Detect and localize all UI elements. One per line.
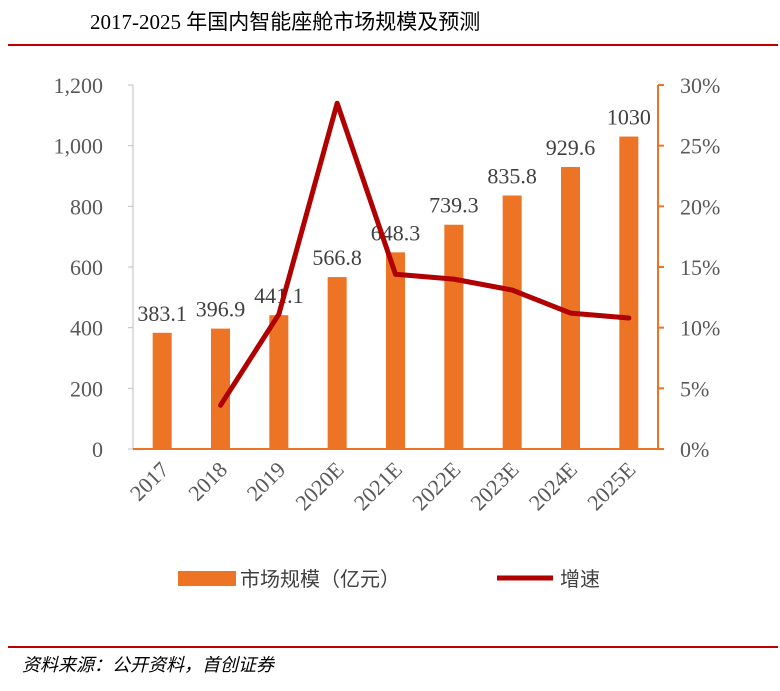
bar-value-label-2018: 396.9 — [196, 297, 246, 322]
y-tick-label-right: 10% — [680, 316, 720, 341]
bar-2020E — [327, 277, 347, 449]
source-note: 资料来源：公开资料，首创证券 — [22, 655, 274, 676]
y-tick-label-left: 1,200 — [54, 73, 104, 98]
bar-value-label-2022E: 739.3 — [429, 193, 479, 218]
legend-label-bar: 市场规模（亿元） — [240, 567, 400, 591]
bar-2025E — [619, 136, 639, 450]
bottom-rule — [8, 646, 778, 648]
bar-2023E — [502, 195, 522, 449]
x-tick-label-2024E: 2024E — [524, 457, 582, 515]
bar-value-label-2020E: 566.8 — [312, 245, 362, 270]
y-tick-label-right: 0% — [680, 437, 709, 462]
x-tick-label-2023E: 2023E — [465, 457, 523, 515]
bar-2019 — [269, 315, 289, 449]
y-tick-label-right: 20% — [680, 194, 720, 219]
legend-swatch-bar — [178, 571, 236, 586]
top-rule — [8, 44, 778, 46]
y-tick-label-right: 15% — [680, 255, 720, 280]
bar-value-label-2024E: 929.6 — [546, 135, 596, 160]
y-tick-label-right: 25% — [680, 134, 720, 159]
x-tick-label-2021E: 2021E — [349, 457, 407, 515]
chart-title: 2017-2025 年国内智能座舱市场规模及预测 — [90, 10, 481, 34]
bar-value-label-2023E: 835.8 — [487, 163, 537, 188]
y-tick-label-left: 800 — [70, 194, 103, 219]
bar-value-label-2019: 441.1 — [254, 283, 304, 308]
x-tick-label-2017: 2017 — [125, 457, 174, 506]
bar-2017 — [152, 332, 172, 449]
y-tick-label-left: 0 — [92, 437, 103, 462]
y-tick-label-left: 200 — [70, 376, 103, 401]
x-tick-label-2020E: 2020E — [290, 457, 348, 515]
bar-2021E — [386, 252, 405, 449]
x-tick-label-2018: 2018 — [183, 457, 232, 506]
bar-value-label-2017: 383.1 — [137, 301, 187, 326]
bar-2018 — [211, 328, 230, 449]
y-tick-label-left: 400 — [70, 316, 103, 341]
y-tick-label-left: 1,000 — [54, 134, 104, 159]
growth-rate-line — [218, 100, 632, 408]
bar-2022E — [444, 224, 464, 449]
x-tick-label-2022E: 2022E — [407, 457, 465, 515]
bar-2024E — [561, 167, 580, 449]
y-tick-label-right: 30% — [680, 73, 720, 98]
chart: 383.1 396.9441.1566.8648.3739.3835.8929.6… — [54, 73, 721, 591]
legend-label-line: 增速 — [560, 567, 600, 591]
x-tick-label-2019: 2019 — [242, 457, 291, 506]
x-tick-label-2025E: 2025E — [582, 457, 640, 515]
y-tick-label-left: 600 — [70, 255, 103, 280]
y-tick-label-right: 5% — [680, 376, 709, 401]
bar-value-label-2025E: 1030 — [607, 105, 651, 130]
